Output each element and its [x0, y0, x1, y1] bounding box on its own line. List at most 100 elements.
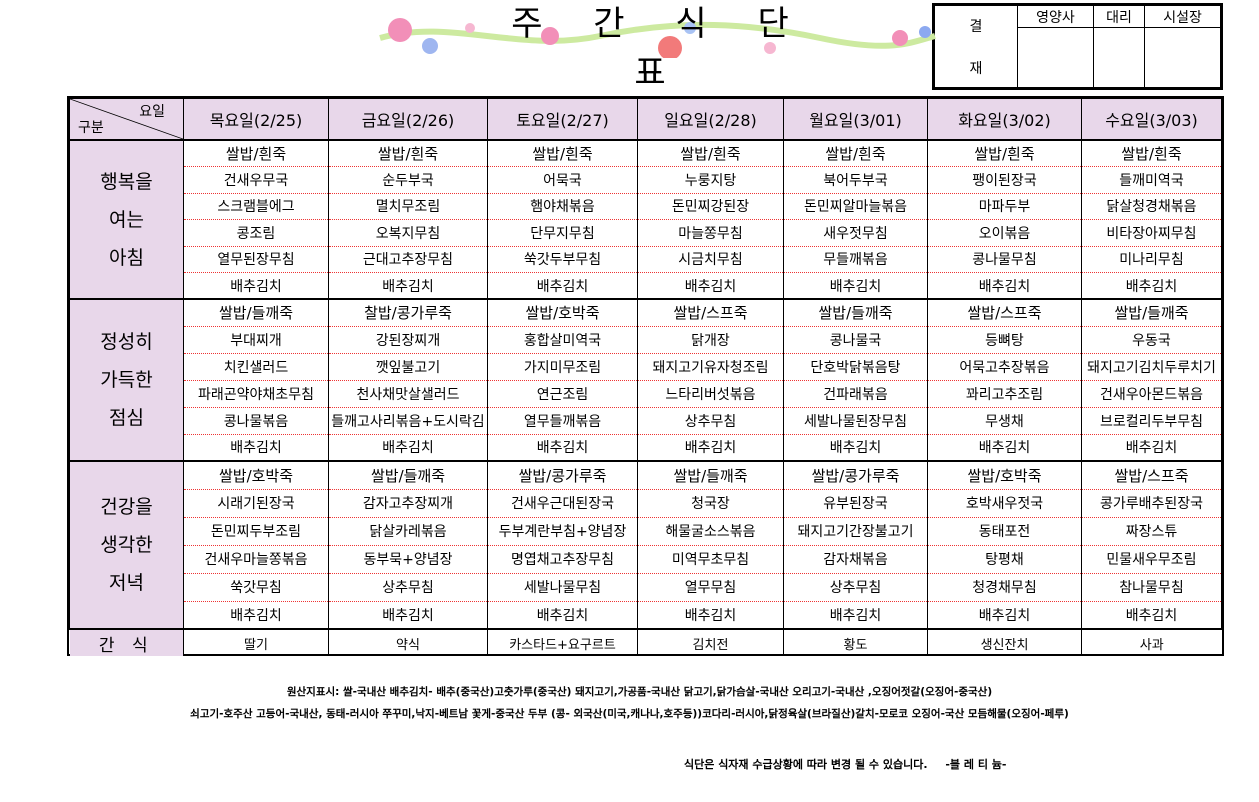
snack-item: 카스타드+요구르트: [487, 628, 638, 656]
breakfast-row: 건새우무국 순두부국 어묵국 누룽지탕 북어두부국 팽이된장국 들깨미역국: [70, 166, 1222, 194]
breakfast-menu-item: 열무된장무침: [183, 246, 329, 273]
dinner-menu-item: 감자고추장찌개: [328, 489, 488, 518]
lunch-menu-item: 돼지고기김치두루치기: [1081, 353, 1222, 381]
lunch-row: 배추김치 배추김치 배추김치 배추김치 배추김치 배추김치 배추김치: [70, 434, 1222, 461]
lunch-label-line: 정성히: [100, 331, 153, 353]
dinner-label-line: 건강을: [100, 496, 153, 518]
dinner-label: 건강을 생각한 저녁: [69, 460, 184, 630]
breakfast-menu-item: 쌀밥/흰죽: [487, 139, 638, 167]
breakfast-row: 배추김치 배추김치 배추김치 배추김치 배추김치 배추김치 배추김치: [70, 272, 1222, 299]
lunch-menu-item: 배추김치: [183, 434, 329, 461]
day-header: 월요일(3/01): [783, 98, 928, 141]
breakfast-menu-item: 오복지무침: [328, 219, 488, 247]
lunch-menu-item: 콩나물볶음: [183, 407, 329, 435]
approval-sign-nutritionist[interactable]: [1017, 27, 1094, 88]
breakfast-menu-item: 스크램블에그: [183, 193, 329, 220]
breakfast-menu-item: 누룽지탕: [637, 166, 784, 194]
lunch-menu-item: 무생채: [927, 407, 1082, 435]
breakfast-menu-item: 배추김치: [183, 272, 329, 299]
lunch-menu-item: 단호박닭볶음탕: [783, 353, 928, 381]
approval-sign-deputy[interactable]: [1092, 27, 1146, 88]
dinner-row: 쑥갓무침 상추무침 세발나물무침 열무무침 상추무침 청경채무침 참나물무침: [70, 573, 1222, 602]
breakfast-menu-item: 새우젓무침: [783, 219, 928, 247]
lunch-menu-item: 등뼈탕: [927, 326, 1082, 354]
dinner-menu-item: 쌀밥/콩가루죽: [487, 460, 638, 490]
approval-box: 결 재 영양사 대리 시설장: [932, 3, 1223, 90]
lunch-menu-item: 깻잎불고기: [328, 353, 488, 381]
breakfast-menu-item: 배추김치: [328, 272, 488, 299]
page-title: 주 간 식 단 표: [511, 4, 809, 93]
approval-sign-director[interactable]: [1144, 27, 1221, 88]
dinner-menu-item: 배추김치: [328, 601, 488, 629]
snack-item: 김치전: [637, 628, 784, 656]
day-header: 금요일(2/26): [328, 98, 488, 141]
breakfast-menu-item: 비타장아찌무침: [1081, 219, 1222, 247]
dinner-menu-item: 청경채무침: [927, 573, 1082, 602]
breakfast-menu-item: 배추김치: [783, 272, 928, 299]
lunch-menu-item: 배추김치: [637, 434, 784, 461]
lunch-menu-item: 어묵고추장볶음: [927, 353, 1082, 381]
dinner-menu-item: 배추김치: [637, 601, 784, 629]
lunch-menu-item: 꽈리고추조림: [927, 380, 1082, 408]
breakfast-menu-item: 쑥갓두부무침: [487, 246, 638, 273]
approval-label: 결 재: [934, 5, 1018, 88]
dinner-menu-item: 배추김치: [1081, 601, 1222, 629]
lunch-menu-item: 배추김치: [1081, 434, 1222, 461]
dinner-label-line: 생각한: [100, 534, 153, 556]
breakfast-menu-item: 배추김치: [927, 272, 1082, 299]
dinner-menu-item: 명엽채고추장무침: [487, 545, 638, 574]
day-header: 토요일(2/27): [487, 98, 638, 141]
origin-notice-line1: 원산지표시: 쌀-국내산 배추김치- 배추(중국산)고춧가루(중국산) 돼지고기…: [286, 686, 993, 698]
lunch-menu-item: 느타리버섯볶음: [637, 380, 784, 408]
dinner-menu-item: 건새우마늘쫑볶음: [183, 545, 329, 574]
dinner-menu-item: 청국장: [637, 489, 784, 518]
day-header: 일요일(2/28): [637, 98, 784, 141]
snack-item: 약식: [328, 628, 488, 656]
dinner-menu-item: 배추김치: [927, 601, 1082, 629]
lunch-menu-item: 강된장찌개: [328, 326, 488, 354]
approval-label-top: 결: [969, 18, 983, 35]
dinner-menu-item: 상추무침: [328, 573, 488, 602]
dinner-menu-item: 두부계란부침+양념장: [487, 517, 638, 546]
snack-item: 황도: [783, 628, 928, 656]
breakfast-label: 행복을 여는 아침: [69, 139, 184, 300]
breakfast-menu-item: 돈민찌강된장: [637, 193, 784, 220]
breakfast-menu-item: 어묵국: [487, 166, 638, 194]
lunch-menu-item: 건파래볶음: [783, 380, 928, 408]
breakfast-menu-item: 들깨미역국: [1081, 166, 1222, 194]
dinner-menu-item: 짜장스튜: [1081, 517, 1222, 546]
breakfast-row: 스크램블에그 멸치무조림 햄야채볶음 돈민찌강된장 돈민찌알마늘볶음 마파두부 닭살청경채볶…: [70, 193, 1222, 220]
breakfast-menu-item: 오이볶음: [927, 219, 1082, 247]
day-header: 목요일(2/25): [183, 98, 329, 141]
breakfast-menu-item: 단무지무침: [487, 219, 638, 247]
dinner-row: 돈민찌두부조림 닭살카레볶음 두부계란부침+양념장 해물굴소스볶음 돼지고기간장불고기 동…: [70, 517, 1222, 546]
approval-col-nutritionist: 영양사: [1017, 5, 1094, 28]
dinner-menu-item: 참나물무침: [1081, 573, 1222, 602]
lunch-menu-item: 콩나물국: [783, 326, 928, 354]
lunch-menu-item: 쌀밥/스프죽: [637, 298, 784, 327]
lunch-menu-item: 배추김치: [487, 434, 638, 461]
lunch-menu-item: 건새우아몬드볶음: [1081, 380, 1222, 408]
lunch-menu-item: 파래곤약야채초무침: [183, 380, 329, 408]
lunch-menu-item: 닭개장: [637, 326, 784, 354]
breakfast-menu-item: 쌀밥/흰죽: [328, 139, 488, 167]
lunch-menu-item: 천사채맛살샐러드: [328, 380, 488, 408]
dinner-menu-item: 쌀밥/호박죽: [927, 460, 1082, 490]
lunch-menu-item: 상추무침: [637, 407, 784, 435]
breakfast-menu-item: 쌀밥/흰죽: [183, 139, 329, 167]
lunch-menu-item: 부대찌개: [183, 326, 329, 354]
dinner-menu-item: 열무무침: [637, 573, 784, 602]
snack-label: 간 식: [69, 628, 184, 656]
snack-item: 딸기: [183, 628, 329, 656]
dinner-menu-item: 유부된장국: [783, 489, 928, 518]
dinner-menu-item: 쌀밥/콩가루죽: [783, 460, 928, 490]
dinner-menu-item: 쌀밥/들깨죽: [328, 460, 488, 490]
dinner-menu-item: 세발나물무침: [487, 573, 638, 602]
weekly-menu-table: 요일 구분 목요일(2/25) 금요일(2/26) 토요일(2/27) 일요일(2/2…: [67, 96, 1224, 656]
lunch-row: 부대찌개 강된장찌개 홍합살미역국 닭개장 콩나물국 등뼈탕 우동국: [70, 326, 1222, 354]
breakfast-menu-item: 무들깨볶음: [783, 246, 928, 273]
lunch-label: 정성히 가득한 점심: [69, 298, 184, 462]
breakfast-menu-item: 건새우무국: [183, 166, 329, 194]
approval-col-director: 시설장: [1144, 5, 1221, 28]
breakfast-menu-item: 근대고추장무침: [328, 246, 488, 273]
